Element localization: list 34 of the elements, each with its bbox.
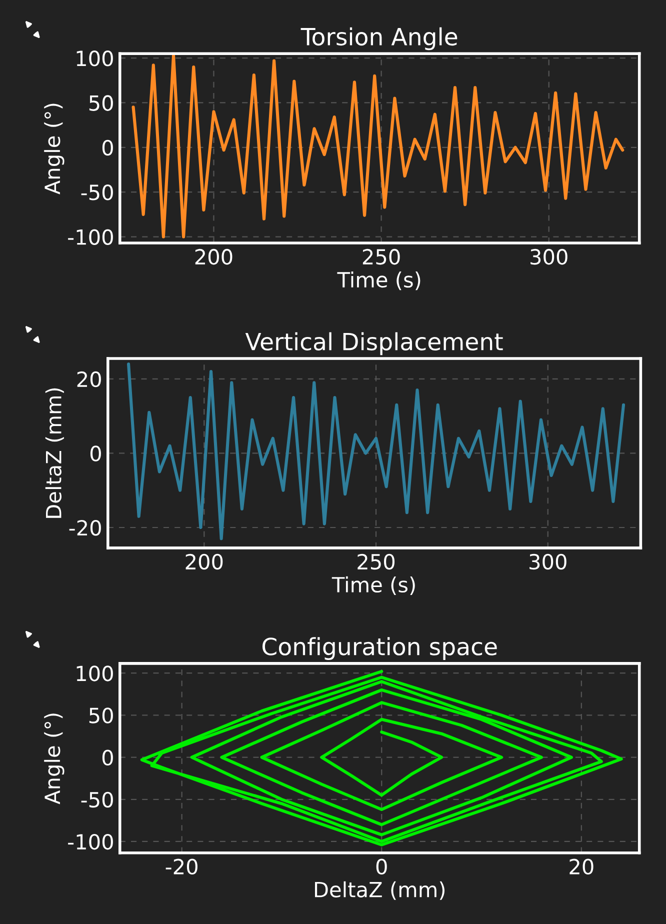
- line-series: [132, 54, 624, 238]
- y-axis-title: Angle (°): [44, 104, 64, 194]
- x-axis-title: Time (s): [337, 272, 420, 290]
- line-series: [140, 670, 623, 846]
- y-tick-label: 0: [90, 446, 101, 462]
- x-tick-label: 300: [530, 248, 568, 265]
- y-tick-label: 50: [89, 708, 113, 724]
- x-tick-label: 250: [358, 554, 395, 570]
- y-tick-label: -20: [69, 520, 101, 536]
- y-tick-label: -100: [68, 229, 113, 245]
- y-tick-label: -50: [81, 184, 113, 200]
- x-tick-label: 0: [376, 858, 387, 875]
- y-axis-title: Angle (°): [44, 714, 64, 804]
- x-tick-label: -20: [166, 858, 198, 875]
- x-tick-label: 200: [195, 248, 232, 265]
- x-axis-title: Time (s): [332, 576, 415, 596]
- x-axis-title: DeltaZ (mm): [315, 881, 444, 900]
- chart-title: Vertical Displacement: [245, 332, 503, 356]
- x-tick-label: 250: [362, 248, 400, 265]
- y-tick-label: 0: [102, 750, 113, 766]
- line-series: [126, 362, 626, 540]
- y-axis-title: DeltaZ (mm): [45, 388, 64, 518]
- y-tick-label: 100: [76, 666, 113, 682]
- y-tick-label: 20: [77, 371, 101, 388]
- x-tick-label: 200: [186, 554, 223, 570]
- y-tick-label: 50: [89, 95, 113, 111]
- y-tick-label: 0: [102, 140, 113, 156]
- y-tick-label: -100: [68, 834, 113, 850]
- chart-title: Configuration space: [262, 637, 497, 660]
- chart-title: Torsion Angle: [300, 27, 458, 50]
- x-tick-label: 20: [570, 858, 594, 875]
- y-tick-label: -50: [81, 792, 113, 808]
- y-tick-label: 100: [76, 50, 113, 66]
- x-tick-label: 300: [530, 554, 566, 570]
